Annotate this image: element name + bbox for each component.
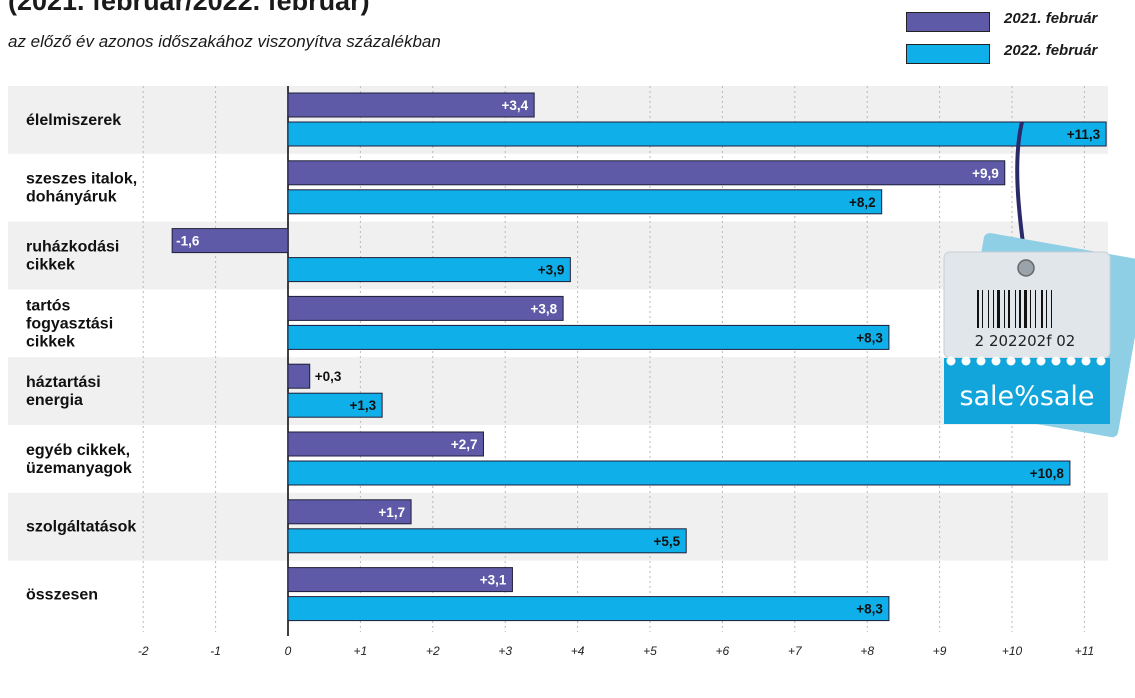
barcode-line	[1019, 290, 1021, 328]
value-label: +2,7	[451, 437, 478, 452]
barcode-line	[1035, 290, 1036, 328]
x-tick-label: -2	[138, 644, 149, 658]
legend-label-2021: 2021. február	[1004, 10, 1098, 27]
value-label: +10,8	[1030, 466, 1065, 481]
bar-2021	[287, 92, 535, 118]
value-label: +11,3	[1067, 127, 1101, 142]
barcode-line	[1015, 290, 1016, 328]
value-label: +3,1	[480, 573, 507, 588]
value-label: +8,2	[849, 195, 876, 210]
category-label: egyéb cikkek, üzemanyagok	[26, 442, 132, 477]
category-label: háztartási energia	[26, 374, 101, 409]
bar-2022	[287, 392, 383, 418]
bar-2021	[171, 228, 289, 254]
value-label: +8,3	[856, 602, 883, 617]
barcode-line	[977, 290, 979, 328]
perforation-dot	[946, 356, 956, 366]
bar-2021	[287, 567, 513, 593]
barcode-line	[1004, 290, 1005, 328]
perforation-dot	[1021, 356, 1031, 366]
price-tag-illustration: 2 202202f 02 sale%sale	[943, 121, 1135, 438]
value-label: +8,3	[856, 330, 883, 345]
category-label: tartós fogyasztási cikkek	[26, 297, 113, 350]
bar-2022	[287, 257, 571, 283]
value-label: -1,6	[176, 234, 200, 249]
bar-2022	[287, 596, 890, 622]
perforation-dot	[976, 356, 986, 366]
x-tick-label: +4	[571, 644, 585, 658]
x-tick-label: +3	[498, 644, 512, 658]
x-tick-label: 0	[285, 644, 292, 658]
value-label: +9,9	[972, 166, 999, 181]
perforation-dot	[961, 356, 971, 366]
value-label: +3,9	[538, 263, 565, 278]
legend-item-2022: 2022. február	[906, 40, 1135, 70]
perforation-dot	[1066, 356, 1076, 366]
legend-item-2021: 2021. február	[906, 8, 1135, 38]
category-label: szolgáltatások	[26, 519, 136, 536]
bar-2022	[287, 528, 687, 554]
category-band	[8, 357, 1108, 425]
tag-bottom	[944, 358, 1110, 424]
category-label: ruházkodási cikkek	[26, 239, 119, 274]
perforation-dot	[1081, 356, 1091, 366]
value-label: +3,8	[530, 301, 557, 316]
x-tick-label: +8	[860, 644, 874, 658]
barcode-number: 2 202202f 02	[975, 332, 1076, 350]
barcode-line	[1024, 290, 1027, 328]
tag-hole	[1017, 259, 1035, 277]
barcode-line	[997, 290, 1000, 328]
barcode-line	[982, 290, 983, 328]
barcode-line	[1051, 290, 1052, 328]
barcode-line	[988, 290, 989, 328]
value-label: +0,3	[315, 369, 342, 384]
sale-text: sale%sale	[959, 381, 1094, 412]
bar-2021	[287, 499, 412, 525]
legend-swatch-2022	[906, 44, 990, 64]
x-tick-label: +5	[643, 644, 657, 658]
category-label: összesen	[26, 587, 98, 604]
perforation-dot	[1096, 356, 1106, 366]
perforation-dot	[991, 356, 1001, 366]
category-label: élelmiszerek	[26, 112, 121, 129]
value-label: +1,3	[349, 398, 376, 413]
legend-label-2022: 2022. február	[1004, 42, 1098, 59]
category-label: szeszes italok, dohányáruk	[26, 171, 137, 206]
x-tick-label: +9	[933, 644, 947, 658]
value-label: +5,5	[654, 534, 681, 549]
value-label: +3,4	[502, 98, 529, 113]
chart-subtitle: az előző év azonos időszakához viszonyít…	[8, 32, 441, 51]
bar-2022	[287, 324, 890, 350]
barcode-line	[1008, 290, 1010, 328]
bar-2022	[287, 189, 883, 215]
legend-swatch-2021	[906, 12, 990, 32]
x-tick-label: +7	[788, 644, 803, 658]
value-label: +1,7	[378, 505, 405, 520]
x-tick-label: +1	[354, 644, 368, 658]
perforation-dot	[1036, 356, 1046, 366]
x-tick-label: +11	[1075, 644, 1094, 658]
barcode-line	[1041, 290, 1043, 328]
bar-2021	[287, 295, 564, 321]
bar-2021	[287, 363, 311, 389]
barcode-line	[1030, 290, 1031, 328]
x-tick-label: +2	[426, 644, 440, 658]
barcode-line	[1046, 290, 1047, 328]
bar-2022	[287, 121, 1107, 147]
perforation-dot	[1006, 356, 1016, 366]
perforation-dot	[1051, 356, 1061, 366]
barcode-line	[993, 290, 994, 328]
x-tick-label: +10	[1002, 644, 1023, 658]
chart-title: (2021. február/2022. február)	[8, 0, 370, 16]
bar-2021	[287, 160, 1006, 186]
x-tick-label: +6	[716, 644, 730, 658]
x-tick-label: -1	[210, 644, 221, 658]
bar-2022	[287, 460, 1071, 486]
bar-2021	[287, 431, 484, 457]
